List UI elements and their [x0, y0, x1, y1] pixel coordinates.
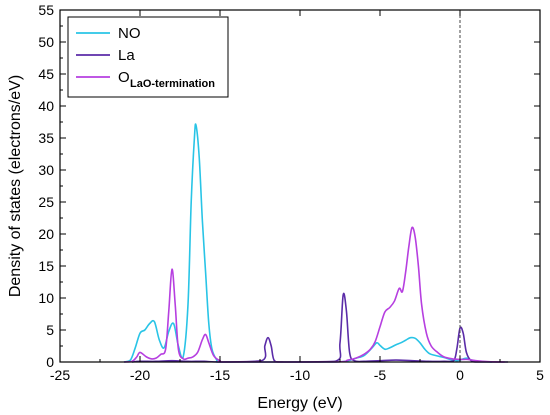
legend-label-o-subscript: LaO-termination: [130, 78, 215, 90]
x-tick-label: 0: [456, 367, 464, 383]
x-axis-title: Energy (eV): [257, 395, 342, 412]
series-line-o-lao-termination: [123, 226, 505, 363]
y-tick-label: 45: [38, 66, 54, 82]
legend-item-o-lao-termination: O LaO-termination: [76, 69, 215, 90]
y-tick-label: 35: [38, 130, 54, 146]
y-tick-label: 5: [46, 322, 54, 338]
y-tick-label: 0: [46, 354, 54, 370]
legend-label-no: NO: [118, 25, 141, 42]
y-tick-label: 40: [38, 98, 54, 114]
legend-box: [67, 16, 229, 98]
series-layer: [123, 123, 508, 363]
legend-item-no: NO: [76, 25, 141, 42]
x-tick-label: -20: [130, 367, 150, 383]
y-tick-label: 15: [38, 258, 54, 274]
x-tick-label: -25: [50, 367, 70, 383]
y-tick-label: 55: [38, 2, 54, 18]
y-tick-label: 10: [38, 290, 54, 306]
legend: NO La O LaO-termination: [67, 16, 229, 98]
series-line-no: [123, 123, 493, 363]
y-tick-label: 25: [38, 194, 54, 210]
y-axis-title: Density of states (electrons/eV): [7, 75, 24, 297]
legend-label-la: La: [118, 47, 135, 64]
legend-item-la: La: [76, 47, 135, 64]
legend-label-o: O: [118, 69, 130, 86]
x-tick-label: -5: [374, 367, 387, 383]
y-tick-label: 50: [38, 34, 54, 50]
x-tick-label: 5: [536, 367, 544, 383]
y-tick-label: 20: [38, 226, 54, 242]
x-tick-label: -15: [210, 367, 230, 383]
y-tick-label: 30: [38, 162, 54, 178]
x-tick-label: -10: [290, 367, 310, 383]
